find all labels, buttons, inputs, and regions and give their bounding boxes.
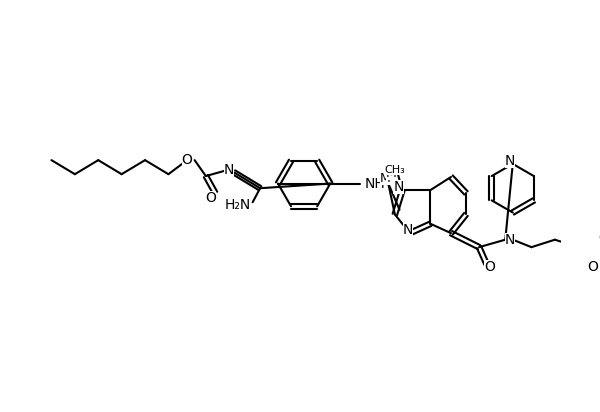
Text: O: O [182,153,193,167]
Text: O: O [205,191,216,205]
Text: M: M [386,167,397,180]
Text: CH₃: CH₃ [385,164,405,175]
Text: O: O [484,260,495,274]
Text: N: N [403,223,413,237]
Text: N: N [505,154,515,168]
Text: N: N [394,180,404,194]
Text: O: O [598,231,600,245]
Text: M: M [380,172,391,185]
Text: H₂N: H₂N [224,198,251,212]
Text: NH: NH [365,177,386,190]
Text: O: O [587,260,598,274]
Text: N: N [505,233,515,247]
Text: N: N [224,162,235,176]
